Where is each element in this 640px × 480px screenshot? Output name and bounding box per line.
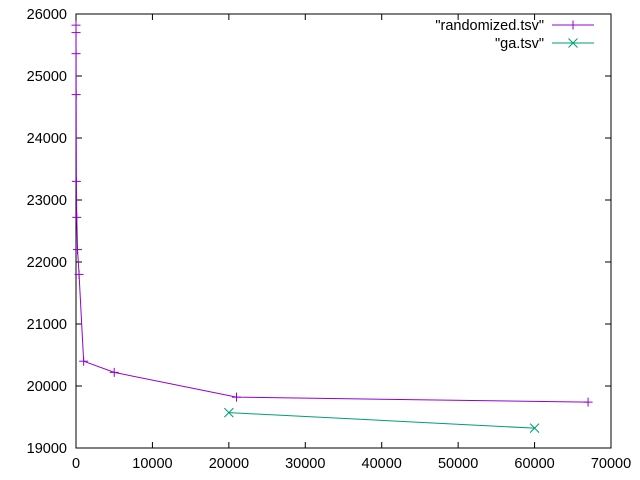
series-line — [228, 412, 535, 429]
data-point — [71, 49, 81, 59]
y-tick-label: 20000 — [27, 379, 67, 395]
data-point — [224, 407, 234, 418]
series-1 — [224, 407, 540, 434]
series-group — [71, 20, 593, 434]
data-point — [72, 212, 82, 222]
data-point — [529, 423, 540, 434]
x-tick-label: 10000 — [132, 456, 172, 472]
axes — [75, 13, 612, 449]
y-tick-label: 21000 — [27, 317, 67, 333]
x-tick-label: 0 — [72, 456, 80, 472]
x-tick-label: 40000 — [362, 456, 402, 472]
x-tick-label: 30000 — [285, 456, 325, 472]
data-point — [73, 245, 83, 255]
data-point — [79, 356, 89, 366]
legend-entry-label: "randomized.tsv" — [435, 18, 544, 34]
cross-marker-b — [224, 407, 234, 418]
data-point — [74, 269, 84, 279]
data-point — [583, 397, 593, 407]
series-line — [75, 25, 589, 403]
legend-entry-label: "ga.tsv" — [495, 36, 544, 52]
x-tick-label: 50000 — [438, 456, 478, 472]
series-0 — [71, 20, 593, 407]
legend-swatch-marker — [568, 38, 578, 48]
x-tick-label: 70000 — [591, 456, 631, 472]
plot-frame — [75, 13, 612, 449]
y-tick-label: 25000 — [27, 69, 67, 85]
y-tick-label: 23000 — [27, 193, 67, 209]
y-tick-label: 19000 — [27, 441, 67, 457]
data-point — [109, 367, 119, 377]
x-tick-label: 20000 — [209, 456, 249, 472]
y-tick-label: 24000 — [27, 131, 67, 147]
data-point — [232, 392, 241, 402]
data-point — [71, 28, 81, 38]
legend: "randomized.tsv" "ga.tsv" — [435, 18, 594, 52]
y-tick-label: 26000 — [27, 7, 67, 23]
y-tick-label: 22000 — [27, 255, 67, 271]
data-point — [71, 90, 81, 100]
cross-marker-b — [529, 423, 540, 434]
axis-ticks: 0 10000 20000 30000 40000 50000 60000 70000 1900… — [27, 7, 631, 472]
data-point — [71, 176, 81, 186]
legend-swatch-marker — [568, 20, 578, 30]
cross-marker-b — [568, 38, 578, 48]
x-tick-label: 60000 — [514, 456, 554, 472]
